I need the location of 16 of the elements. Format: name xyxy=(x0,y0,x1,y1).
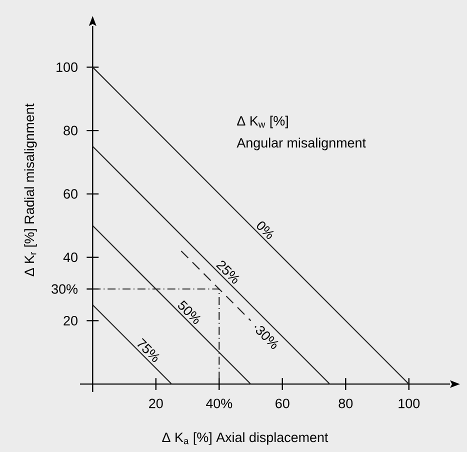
y-axis-title: Δ K$_{r}$ [%] Radial misalignment xyxy=(24,103,37,276)
x-axis-title: Δ K$_{a}$ [%] Axial displacement xyxy=(162,432,328,445)
x-tick-label: 100 xyxy=(398,398,420,408)
y-tick-label: 30% xyxy=(52,284,78,294)
annotation: Angular misalignment xyxy=(236,138,366,150)
y-tick-label: 100 xyxy=(56,62,78,72)
x-tick-label: 40% xyxy=(206,398,232,408)
x-tick-label: 80 xyxy=(338,398,353,408)
annotation: Δ K$_{w}$ [%] xyxy=(237,116,288,128)
y-tick-label: 80 xyxy=(64,126,78,136)
x-tick-label: 60 xyxy=(276,398,290,408)
y-tick-label: 20 xyxy=(64,316,78,326)
y-tick-label: 60 xyxy=(64,189,78,199)
y-tick-label: 40 xyxy=(63,252,78,262)
x-tick-label: 20 xyxy=(149,398,163,408)
text: 0% xyxy=(256,221,274,239)
